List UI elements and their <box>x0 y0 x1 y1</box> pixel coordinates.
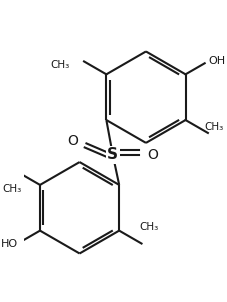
Text: CH₃: CH₃ <box>50 60 69 70</box>
Text: O: O <box>147 148 158 162</box>
Text: S: S <box>107 147 118 162</box>
Text: HO: HO <box>0 239 18 249</box>
Text: CH₃: CH₃ <box>140 222 159 232</box>
Text: O: O <box>67 134 78 148</box>
Text: CH₃: CH₃ <box>204 122 223 132</box>
Text: OH: OH <box>208 56 225 66</box>
Text: CH₃: CH₃ <box>2 184 22 194</box>
